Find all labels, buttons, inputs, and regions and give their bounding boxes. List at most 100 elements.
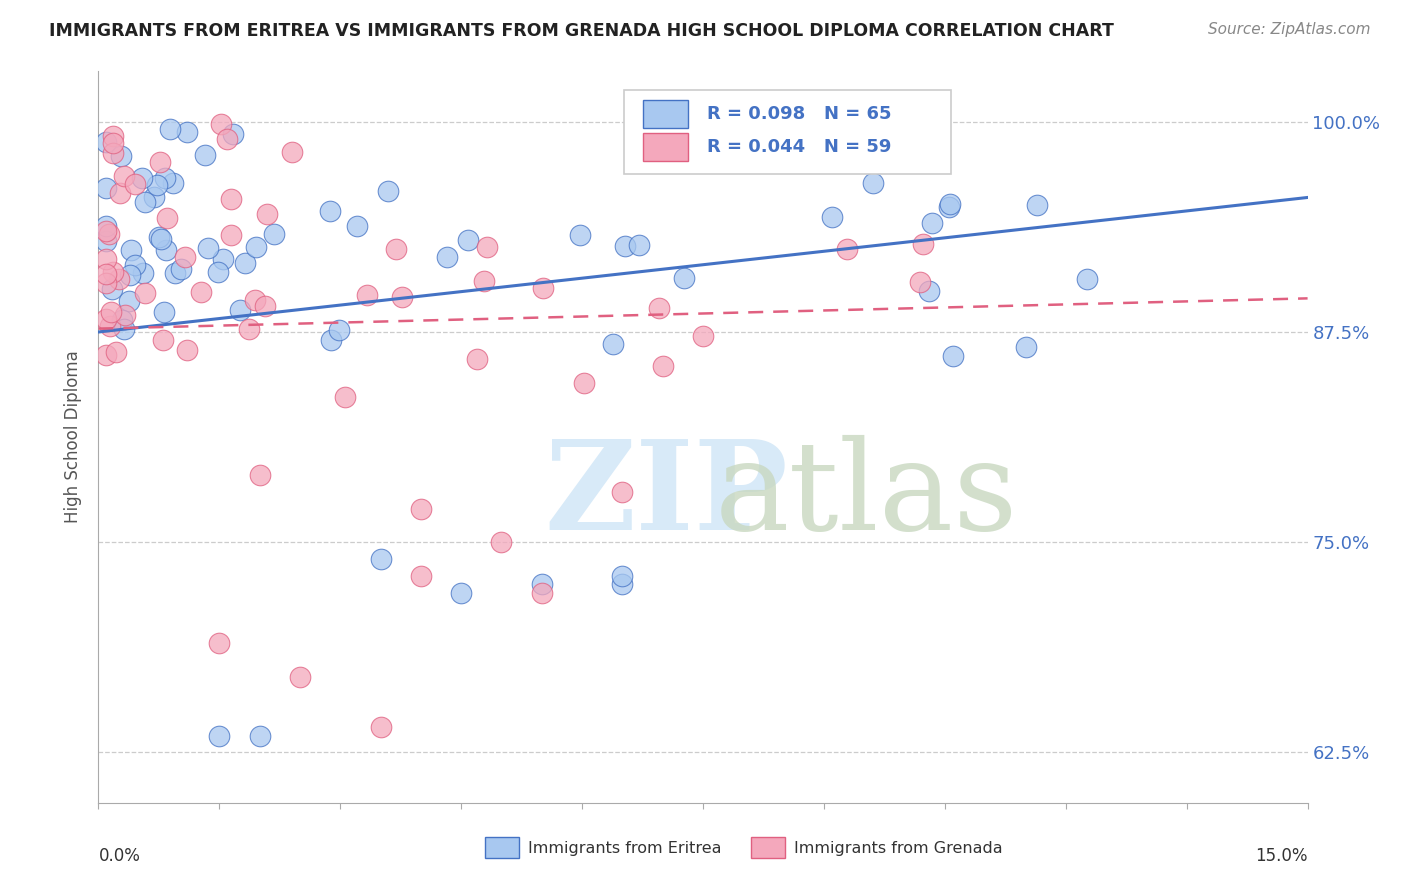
Point [101, 265, 124, 279]
Point [530, 585, 553, 599]
Point [450, 585, 472, 599]
Point [221, 227, 243, 242]
Point [215, 132, 238, 146]
Point [96, 235, 118, 249]
Point [862, 176, 884, 190]
Point [233, 256, 256, 270]
Point [96, 312, 118, 326]
Point [221, 192, 243, 206]
Point [124, 258, 146, 272]
Point [208, 729, 231, 743]
Point [211, 252, 233, 267]
Point [370, 720, 392, 734]
Text: 15.0%: 15.0% [1256, 847, 1308, 864]
Text: Source: ZipAtlas.com: Source: ZipAtlas.com [1208, 22, 1371, 37]
Point [152, 334, 174, 348]
Point [174, 250, 197, 264]
Point [613, 239, 636, 253]
Point [149, 154, 172, 169]
Point [328, 323, 350, 337]
Point [602, 337, 624, 351]
Point [281, 145, 304, 159]
Point [118, 293, 141, 308]
Point [651, 359, 673, 373]
Point [194, 148, 217, 162]
Point [821, 210, 844, 224]
Point [238, 322, 260, 336]
Point [152, 304, 174, 318]
Point [409, 501, 432, 516]
Point [208, 636, 231, 650]
Point [165, 266, 187, 280]
Point [131, 171, 153, 186]
Point [1015, 340, 1038, 354]
Point [111, 313, 134, 327]
Point [356, 287, 378, 301]
Point [477, 240, 499, 254]
Point [288, 670, 311, 684]
Point [436, 250, 458, 264]
Point [169, 262, 191, 277]
FancyBboxPatch shape [643, 100, 689, 128]
Point [243, 293, 266, 308]
Point [921, 215, 943, 229]
Point [96, 219, 118, 233]
Point [319, 333, 342, 347]
Text: Immigrants from Eritrea: Immigrants from Eritrea [527, 840, 721, 855]
FancyBboxPatch shape [751, 838, 785, 858]
Point [938, 200, 960, 214]
Point [319, 203, 342, 218]
Text: atlas: atlas [714, 435, 1018, 556]
Point [457, 233, 479, 247]
Point [472, 274, 495, 288]
Point [628, 237, 651, 252]
FancyBboxPatch shape [643, 133, 689, 161]
Point [159, 122, 181, 136]
Point [112, 169, 135, 183]
Point [612, 484, 634, 499]
Point [263, 227, 285, 242]
Point [114, 308, 136, 322]
Point [96, 252, 118, 266]
Point [942, 349, 965, 363]
Text: 0.0%: 0.0% [98, 847, 141, 864]
Point [108, 186, 131, 201]
Point [118, 268, 141, 282]
Text: Immigrants from Grenada: Immigrants from Grenada [793, 840, 1002, 855]
Point [110, 149, 132, 163]
Point [612, 569, 634, 583]
Point [569, 228, 592, 243]
Point [409, 569, 432, 583]
Point [98, 227, 121, 241]
Point [245, 240, 267, 254]
Point [249, 467, 271, 482]
Point [939, 197, 962, 211]
Point [190, 285, 212, 299]
Point [209, 117, 232, 131]
Point [835, 242, 858, 256]
Point [908, 276, 931, 290]
Point [134, 194, 156, 209]
Point [249, 729, 271, 743]
Text: R = 0.044   N = 59: R = 0.044 N = 59 [707, 137, 891, 156]
Point [221, 127, 243, 141]
Point [145, 178, 167, 193]
Point [391, 290, 413, 304]
Point [124, 177, 146, 191]
Point [377, 184, 399, 198]
Point [1026, 198, 1049, 212]
Point [150, 232, 173, 246]
Point [132, 266, 155, 280]
Point [572, 376, 595, 390]
Point [254, 299, 277, 313]
Point [531, 281, 554, 295]
Point [112, 322, 135, 336]
Point [155, 243, 177, 257]
Point [120, 243, 142, 257]
Point [229, 303, 252, 318]
Point [917, 284, 939, 298]
Point [134, 286, 156, 301]
Point [103, 128, 125, 143]
Point [96, 276, 118, 290]
Point [197, 241, 219, 255]
